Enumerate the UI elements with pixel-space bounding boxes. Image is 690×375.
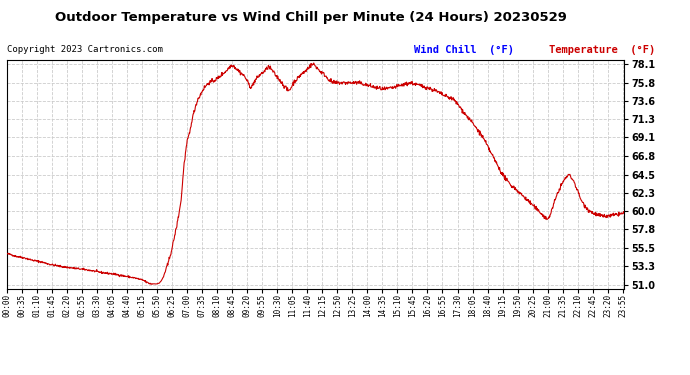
Text: Wind Chill  (°F): Wind Chill (°F) <box>414 45 514 55</box>
Text: Temperature  (°F): Temperature (°F) <box>549 45 655 55</box>
Text: Outdoor Temperature vs Wind Chill per Minute (24 Hours) 20230529: Outdoor Temperature vs Wind Chill per Mi… <box>55 11 566 24</box>
Text: Copyright 2023 Cartronics.com: Copyright 2023 Cartronics.com <box>7 45 163 54</box>
